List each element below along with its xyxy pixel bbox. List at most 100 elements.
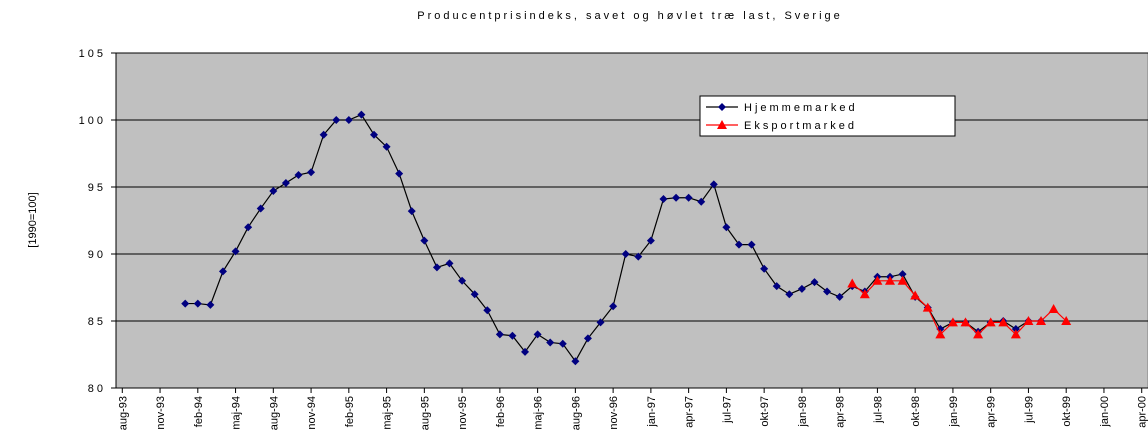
marker [910,290,921,300]
marker [947,317,958,327]
legend-label: Hjemmemarked [744,102,858,114]
x-tick-label: feb-96 [495,396,507,427]
marker [370,130,378,139]
marker [206,300,215,309]
x-tick-label: aug-93 [117,396,129,430]
x-tick-label: aug-95 [419,396,431,430]
marker [571,357,580,366]
marker [483,306,492,315]
x-tick-label: nov-96 [608,396,620,430]
marker [1011,325,1020,334]
x-tick-label: jul-97 [721,396,733,424]
legend [699,95,956,137]
marker [596,318,605,327]
marker [1061,316,1072,325]
x-tick-label: nov-94 [306,396,318,430]
x-tick-label: jul-99 [1023,396,1035,424]
marker [294,170,303,179]
marker [181,299,190,308]
marker [922,302,933,312]
marker [533,330,542,339]
marker [898,270,907,279]
y-tick-label: 80 [88,383,106,395]
marker [218,267,227,276]
marker [546,338,555,347]
marker [646,236,655,245]
x-tick-label: apr-00 [1137,396,1148,428]
marker [810,278,819,287]
marker [659,195,668,204]
marker [231,247,240,256]
x-tick-label: jan-97 [646,396,658,428]
marker [772,282,781,291]
x-tick-label: maj-94 [231,396,243,430]
x-tick-label: maj-95 [382,396,394,430]
y-tick-label: 95 [88,182,106,194]
marker [785,290,794,299]
marker [470,290,479,299]
marker [445,259,454,268]
marker [281,178,290,187]
marker [495,330,504,339]
x-tick-label: okt-99 [1061,396,1073,427]
x-tick-label: aug-96 [570,396,582,430]
marker [269,187,278,196]
marker [319,130,328,139]
marker [344,116,353,124]
marker [583,334,592,343]
plot-area [115,52,1148,389]
marker [709,180,718,189]
x-tick-label: apr-97 [684,396,696,428]
marker [835,292,844,301]
marker [332,116,341,124]
marker [897,275,908,285]
x-tick-label: jan-98 [797,396,809,428]
marker [998,317,1009,327]
y-tick-label: 85 [88,316,106,328]
marker [797,284,806,293]
marker [357,110,366,119]
marker [722,223,731,232]
marker [307,168,316,177]
x-tick-label: apr-98 [835,396,847,428]
x-tick-label: nov-95 [457,396,469,430]
marker [193,299,202,308]
y-tick-label: 105 [79,48,106,60]
legend-label: Eksportmarked [744,120,857,132]
x-tick-label: jan-00 [1099,396,1111,428]
marker [634,252,643,261]
marker [458,276,467,285]
marker [420,236,429,245]
x-tick-label: jul-98 [872,396,884,424]
marker [407,207,416,216]
marker [960,317,971,327]
x-tick-label: feb-94 [193,396,205,427]
marker [734,240,743,249]
marker [1048,303,1059,313]
legend-marker [718,103,726,111]
chart-title: Producentprisindeks, savet og høvlet træ… [417,10,843,22]
marker [747,240,756,249]
x-tick-label: aug-94 [268,396,280,430]
marker [1036,316,1047,325]
y-axis-label: [1990=100] [27,192,39,247]
marker [395,169,404,178]
marker [935,329,946,339]
marker [1010,329,1021,339]
marker [244,223,253,232]
marker [382,142,391,151]
x-tick-label: okt-97 [759,396,771,427]
marker [823,287,832,296]
marker [1023,316,1034,325]
x-tick-label: apr-99 [986,396,998,428]
y-tick-label: 90 [88,249,106,261]
marker [697,197,706,206]
marker [508,331,517,340]
x-tick-label: nov-93 [155,396,167,430]
marker [973,329,984,339]
marker [521,347,530,356]
marker [872,275,883,285]
x-tick-label: okt-98 [910,396,922,427]
marker [760,264,769,273]
legend-marker [717,120,727,129]
